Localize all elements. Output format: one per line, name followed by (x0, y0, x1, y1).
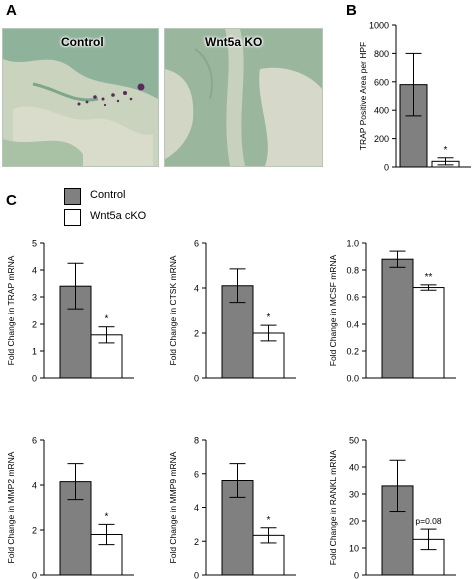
rankl-significance: p=0.08 (415, 516, 442, 526)
rankl-tick-label: 40 (349, 463, 359, 473)
trap-y-label: Fold Change in TRAP mRNA (6, 255, 16, 365)
chart-trap-mrna: 0 1 2 3 4 5 Fold Change in TRAP mRNA * (6, 239, 134, 384)
rankl-tick-label: 20 (349, 517, 359, 527)
b-tick-label: 400 (374, 106, 389, 116)
mmp9-tick-label: 4 (194, 503, 199, 513)
mmp2-y-label: Fold Change in MMP2 mRNA (6, 451, 16, 563)
chart-rankl-mrna: 0 10 20 30 40 50 Fold Change in RANKL mRNA p=0.… (328, 436, 456, 579)
legend-item-control: Control (64, 188, 224, 206)
b-y-label: TRAP Positive Area per HPF (358, 42, 368, 151)
mmp2-tick-label: 2 (32, 526, 37, 536)
ctsk-tick-label: 6 (194, 239, 199, 249)
trap-tick-label: 4 (32, 266, 37, 276)
legend-swatch-cko (64, 209, 81, 226)
mmp2-significance: * (105, 511, 109, 522)
mcsf-significance: ** (425, 272, 433, 283)
micrograph-title-control: Control (61, 35, 104, 49)
mcsf-tick-label: 1.0 (346, 239, 359, 249)
b-tick-label: 1000 (369, 21, 389, 31)
mcsf-y-label: Fold Change in MCSF mRNA (328, 254, 338, 366)
rankl-tick-label: 50 (349, 436, 359, 446)
micrograph-control-image (3, 29, 158, 166)
chart-mmp9-mrna: 0 2 4 6 8 Fold Change in MMP9 mRNA * (168, 436, 296, 579)
mmp9-tick-label: 8 (194, 436, 199, 446)
legend-label-control: Control (90, 189, 126, 201)
mmp2-tick-label: 6 (32, 436, 37, 446)
panel-label-b: B (346, 2, 357, 19)
rankl-y-label: Fold Change in RANKL mRNA (328, 449, 338, 565)
mmp9-tick-label: 0 (194, 571, 199, 579)
trap-tick-label: 0 (32, 374, 37, 384)
chart-ctsk-mrna: 0 2 4 6 Fold Change in CTSK mRNA * (168, 239, 296, 384)
chart-trap-area: 0 200 400 600 800 1000 TRAP Positive Area per … (358, 21, 471, 173)
mmp9-tick-label: 2 (194, 537, 199, 547)
mcsf-tick-label: 0.6 (346, 293, 359, 303)
mcsf-bar-control (381, 258, 414, 379)
trap-tick-label: 3 (32, 293, 37, 303)
trap-tick-label: 2 (32, 320, 37, 330)
mmp9-significance: * (267, 515, 271, 526)
b-tick-label: 600 (374, 77, 389, 87)
micrograph-title-wnt5a-ko: Wnt5a KO (205, 35, 263, 49)
panel-label-a: A (6, 2, 17, 19)
trap-tick-label: 5 (32, 239, 37, 249)
mcsf-bar-cko (412, 287, 445, 379)
ctsk-tick-label: 2 (194, 329, 199, 339)
ctsk-y-label: Fold Change in CTSK mRNA (168, 255, 178, 365)
trap-significance: * (105, 314, 109, 325)
rankl-tick-label: 30 (349, 490, 359, 500)
legend-label-cko: Wnt5a cKO (90, 210, 147, 222)
mmp9-tick-label: 6 (194, 469, 199, 479)
mcsf-tick-label: 0.0 (346, 374, 359, 384)
b-tick-label: 0 (384, 163, 389, 173)
ctsk-tick-label: 4 (194, 284, 199, 294)
legend-item-cko: Wnt5a cKO (64, 209, 224, 227)
mcsf-tick-label: 0.2 (346, 347, 359, 357)
mmp9-y-label: Fold Change in MMP9 mRNA (168, 451, 178, 563)
mmp2-tick-label: 4 (32, 481, 37, 491)
mcsf-tick-label: 0.4 (346, 320, 359, 330)
mmp2-tick-label: 0 (32, 571, 37, 579)
panel-label-c: C (6, 192, 17, 209)
ctsk-significance: * (267, 312, 271, 323)
micrograph-wnt5a-ko-image (165, 29, 322, 166)
trap-tick-label: 1 (32, 347, 37, 357)
legend-swatch-control (64, 188, 81, 205)
rankl-tick-label: 0 (354, 571, 359, 579)
micrograph-control: Control (2, 28, 159, 167)
chart-mcsf-mrna: 0.0 0.2 0.4 0.6 0.8 1.0 Fold Change in MCSF mR… (328, 239, 456, 384)
b-tick-label: 200 (374, 134, 389, 144)
rankl-tick-label: 10 (349, 544, 359, 554)
ctsk-tick-label: 0 (194, 374, 199, 384)
micrograph-wnt5a-ko: Wnt5a KO (164, 28, 323, 167)
b-tick-label: 800 (374, 49, 389, 59)
b-significance: * (444, 145, 448, 156)
mcsf-tick-label: 0.8 (346, 266, 359, 276)
chart-mmp2-mrna: 0 2 4 6 Fold Change in MMP2 mRNA * (6, 436, 134, 579)
